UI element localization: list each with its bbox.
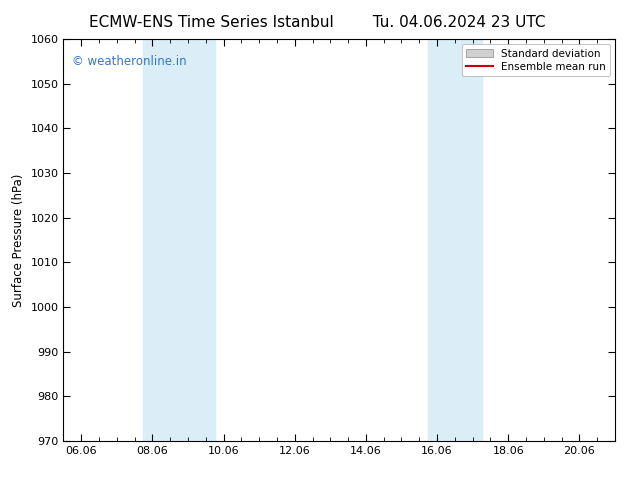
Legend: Standard deviation, Ensemble mean run: Standard deviation, Ensemble mean run — [462, 45, 610, 76]
Y-axis label: Surface Pressure (hPa): Surface Pressure (hPa) — [12, 173, 25, 307]
Text: © weatheronline.in: © weatheronline.in — [72, 55, 186, 68]
Text: ECMW-ENS Time Series Istanbul        Tu. 04.06.2024 23 UTC: ECMW-ENS Time Series Istanbul Tu. 04.06.… — [89, 15, 545, 30]
Bar — [428, 39, 482, 441]
Bar — [143, 39, 215, 441]
